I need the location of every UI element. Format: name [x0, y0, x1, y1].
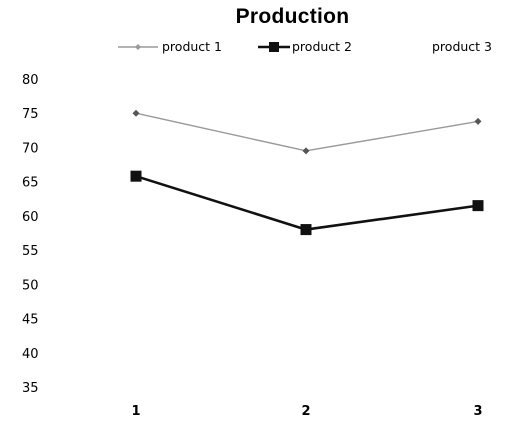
series-line-2: [135, 174, 479, 231]
legend-label-3: product 3: [432, 39, 492, 54]
legend-marker-diamond: [135, 44, 141, 50]
x-tick-label: 2: [301, 404, 310, 419]
y-tick-label: 60: [22, 210, 39, 225]
legend-label-1: product 1: [162, 39, 222, 54]
data-point-product-2: [130, 170, 142, 182]
y-tick-label: 75: [22, 107, 39, 122]
y-tick-label: 35: [22, 381, 39, 396]
data-point-product-2: [472, 200, 484, 212]
y-tick-label: 80: [22, 73, 39, 88]
data-point-product-1: [474, 117, 482, 125]
y-tick-label: 45: [22, 313, 39, 328]
legend-label-2: product 2: [292, 39, 352, 54]
x-axis-tick-labels: 1 2 3: [131, 404, 482, 419]
data-point-product-1: [132, 109, 140, 117]
y-tick-label: 40: [22, 347, 39, 362]
chart-series: [130, 109, 484, 236]
y-tick-label: 65: [22, 176, 39, 191]
y-tick-label: 50: [22, 278, 39, 293]
y-tick-label: 70: [22, 141, 39, 156]
legend-marker-square: [269, 42, 279, 52]
y-axis-tick-labels: 80 75 70 65 60 55 50 45 40 35: [22, 73, 39, 396]
data-point-product-2: [300, 224, 312, 236]
chart-title: Production: [235, 5, 350, 28]
y-tick-label: 55: [22, 244, 39, 259]
x-tick-label: 3: [473, 404, 482, 419]
x-tick-label: 1: [131, 404, 140, 419]
data-point-product-1: [302, 147, 310, 155]
chart-legend: product 1 product 2 product 3: [118, 39, 492, 54]
series-line-1: [135, 112, 479, 152]
